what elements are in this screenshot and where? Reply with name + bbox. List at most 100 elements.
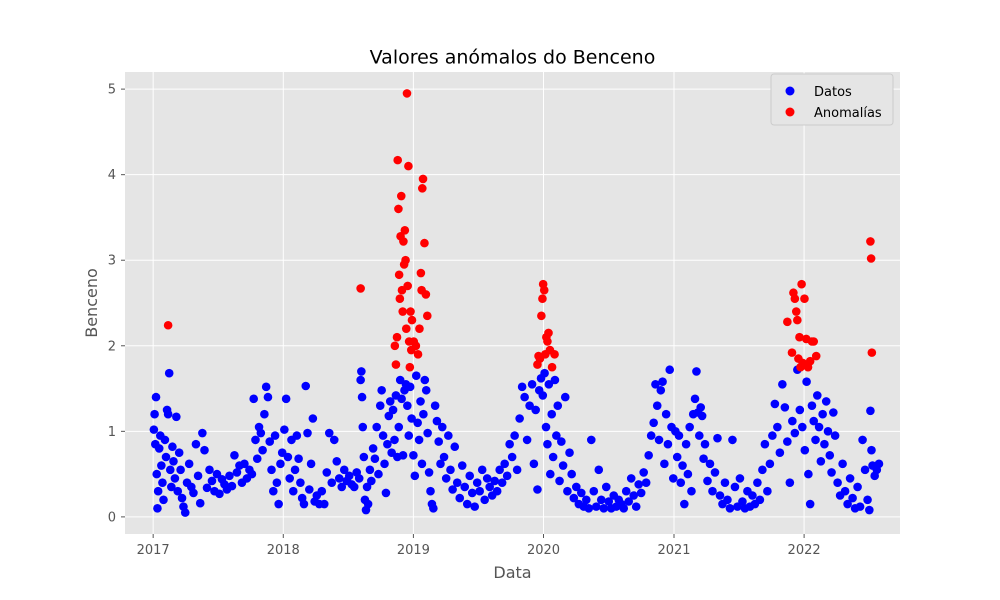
data-point [699, 454, 708, 464]
y-tick-label: 2 [108, 339, 116, 354]
anomaly-point [392, 332, 402, 342]
series-datos [149, 365, 884, 517]
data-point [317, 486, 327, 496]
data-point [845, 474, 855, 483]
data-point [788, 416, 797, 426]
data-point [512, 465, 522, 475]
data-point [150, 409, 159, 419]
data-point [646, 431, 656, 440]
data-point [624, 497, 634, 506]
data-point [818, 409, 827, 419]
data-point [416, 397, 425, 406]
anomaly-point [797, 279, 806, 289]
data-point [270, 431, 280, 440]
anomaly-point [398, 307, 408, 316]
data-point [460, 482, 470, 492]
data-point [507, 452, 517, 462]
data-point [853, 482, 862, 492]
y-tick-label: 1 [108, 425, 116, 440]
data-point [692, 367, 701, 376]
data-point [420, 375, 430, 385]
data-point [388, 405, 398, 415]
legend-marker-anomalias [785, 107, 795, 117]
data-point [439, 452, 449, 462]
data-point [753, 478, 762, 487]
data-point [268, 486, 278, 496]
y-tick-label: 3 [108, 254, 116, 269]
legend-box [770, 73, 894, 126]
data-point [240, 459, 249, 469]
data-point [795, 405, 805, 415]
data-point [180, 508, 190, 517]
anomaly-point [866, 237, 875, 246]
data-point [827, 468, 836, 477]
data-point [563, 486, 572, 496]
data-point [780, 403, 790, 412]
anomaly-point [356, 284, 365, 293]
data-point [365, 465, 375, 475]
anomaly-point [406, 307, 415, 316]
data-point [591, 502, 601, 511]
data-point [357, 367, 366, 376]
data-point [432, 416, 442, 426]
anomaly-point [391, 360, 401, 369]
anomaly-point [396, 191, 406, 201]
x-tick-label: 2020 [527, 543, 560, 558]
data-point [636, 488, 646, 498]
data-point [631, 502, 641, 511]
y-tick-label: 4 [108, 168, 116, 183]
data-point [398, 450, 408, 460]
data-point [448, 485, 457, 494]
data-point [867, 445, 876, 455]
data-point [294, 454, 303, 464]
anomaly-point [866, 254, 876, 263]
data-point [700, 439, 710, 449]
data-point [207, 476, 217, 486]
data-point [490, 476, 499, 486]
data-point [821, 397, 831, 406]
data-point [164, 368, 174, 378]
data-point [705, 459, 715, 469]
data-point [619, 504, 629, 513]
data-point [800, 445, 810, 455]
anomaly-point [421, 290, 431, 299]
data-point [685, 422, 694, 432]
data-point [356, 375, 365, 385]
data-point [541, 422, 551, 432]
data-point [584, 504, 594, 513]
data-point [177, 493, 187, 503]
data-point [276, 459, 285, 469]
data-point [153, 486, 163, 496]
data-point [497, 478, 507, 487]
data-point [830, 431, 840, 440]
data-point [176, 465, 185, 475]
data-point [656, 385, 666, 395]
data-point [403, 401, 412, 410]
data-point [601, 482, 611, 492]
anomaly-point [415, 324, 424, 333]
data-point [280, 425, 289, 434]
data-point [230, 450, 239, 460]
data-point [419, 409, 428, 419]
anomaly-point [403, 281, 412, 291]
anomaly-point [402, 89, 412, 98]
anomaly-point [811, 351, 821, 361]
data-point [189, 488, 198, 498]
anomaly-point [795, 332, 804, 342]
legend-label-datos: Datos [814, 85, 852, 100]
data-point [525, 401, 534, 410]
data-point [773, 422, 782, 432]
data-point [225, 471, 234, 481]
data-point [798, 422, 807, 432]
anomaly-point [547, 362, 557, 372]
data-point [301, 381, 311, 391]
data-point [160, 435, 170, 445]
data-point [755, 495, 765, 505]
data-point [621, 486, 631, 496]
data-point [470, 502, 480, 511]
data-point [715, 491, 725, 500]
data-point [558, 461, 568, 470]
data-point [833, 478, 842, 487]
data-point [414, 435, 424, 445]
